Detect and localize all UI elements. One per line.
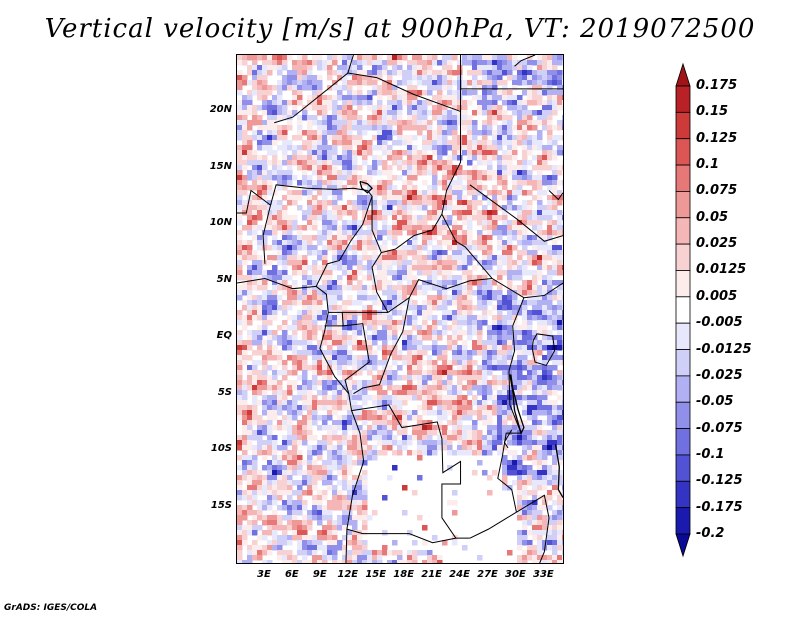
- colorbar-segment: [675, 111, 691, 140]
- border: [237, 189, 271, 214]
- colorbar-tick-label: -0.005: [696, 315, 743, 331]
- border: [381, 213, 443, 254]
- lon-tick-label: 24E: [449, 569, 470, 580]
- border: [262, 184, 368, 264]
- velocity-cells: [237, 55, 563, 563]
- lat-tick-label: 20N: [209, 104, 232, 116]
- lat-tick-label: 15S: [210, 499, 232, 511]
- colorbar-segment: [675, 401, 691, 429]
- colorbar-segment: [675, 349, 691, 377]
- colorbar-tick-label: -0.125: [696, 473, 743, 489]
- lon-tick-label: 27E: [477, 569, 498, 580]
- colorbar-segment: [675, 85, 691, 113]
- border: [516, 494, 550, 563]
- colorbar-segment: [675, 138, 691, 166]
- lat-tick-label: 10N: [209, 217, 232, 229]
- colorbar-segment: [675, 217, 691, 245]
- colorbar-tick-label: 0.15: [696, 104, 729, 120]
- colorbar-tick-label: 0.0125: [696, 262, 747, 278]
- colorbar-tick-label: -0.025: [696, 367, 743, 383]
- lake: [531, 333, 556, 367]
- colorbar-segment: [675, 375, 691, 403]
- colorbar-tick-label: 0.1: [696, 157, 720, 173]
- lon-tick-label: 6E: [284, 569, 299, 580]
- colorbar-segment: [675, 243, 691, 271]
- colorbar-tick-label: -0.0125: [696, 341, 752, 357]
- plot-title: Vertical velocity [m/s] at 900hPa, VT: 2…: [44, 14, 756, 44]
- lake: [503, 429, 513, 449]
- lat-tick-label: 5N: [216, 273, 232, 285]
- lon-tick-label: 9E: [312, 569, 327, 580]
- lon-tick-label: 15E: [365, 569, 387, 580]
- lon-tick-label: 3E: [257, 569, 271, 580]
- lake: [359, 180, 373, 194]
- colorbar-segment: [675, 191, 691, 219]
- border: [469, 511, 517, 539]
- border: [548, 190, 563, 201]
- border: [514, 55, 536, 67]
- colorbar-tick-label: 0.175: [696, 78, 738, 93]
- colorbar-tick-label: -0.1: [696, 446, 725, 462]
- lat-tick-label: EQ: [216, 330, 232, 342]
- border: [324, 311, 344, 327]
- colorbar-segment: [675, 62, 691, 87]
- colorbar-segment: [675, 270, 691, 298]
- colorbar-segment: [675, 533, 691, 558]
- colorbar-tick-label: -0.175: [696, 499, 743, 515]
- border: [346, 528, 456, 544]
- colorbar-segment: [675, 296, 691, 324]
- border: [347, 55, 354, 74]
- colorbar-tick-label: 0.005: [696, 288, 738, 304]
- colorbar-segment: [675, 480, 691, 509]
- lat-tick-label: 10S: [210, 443, 232, 455]
- border: [441, 111, 525, 299]
- colorbar-segment: [675, 507, 691, 535]
- colorbar-tick-label: -0.2: [696, 526, 725, 541]
- colorbar-segment: [675, 164, 691, 192]
- colorbar-tick-label: 0.075: [696, 183, 738, 199]
- lake: [554, 444, 563, 498]
- grads-credit: GrADS: IGES/COLA: [4, 603, 98, 613]
- colorbar-tick-label: 0.05: [696, 209, 729, 225]
- vertical-velocity-field: [237, 55, 563, 563]
- colorbar-segment: [675, 322, 691, 350]
- colorbar-tick-label: 0.025: [696, 236, 738, 252]
- lon-tick-label: 30E: [505, 569, 526, 580]
- coastline: [237, 278, 365, 563]
- lon-tick-label: 21E: [421, 569, 442, 580]
- lon-tick-label: 18E: [393, 569, 415, 580]
- lake: [509, 374, 525, 435]
- border: [351, 404, 470, 539]
- colorbar-segment: [675, 454, 691, 482]
- border: [353, 297, 410, 395]
- border: [343, 323, 370, 394]
- colorbar-tick-label: -0.05: [696, 394, 734, 410]
- border: [523, 282, 563, 299]
- border: [469, 184, 563, 242]
- colorbar-tick-label: -0.075: [696, 420, 743, 436]
- colorbar-segment: [675, 428, 691, 456]
- map-plot-area: [236, 54, 564, 564]
- colorbar-tick-label: 0.125: [696, 130, 738, 146]
- lat-tick-label: 15N: [209, 160, 232, 172]
- lon-tick-label: 33E: [532, 569, 554, 580]
- lat-tick-label: 5S: [217, 386, 232, 398]
- lon-tick-label: 12E: [337, 569, 359, 580]
